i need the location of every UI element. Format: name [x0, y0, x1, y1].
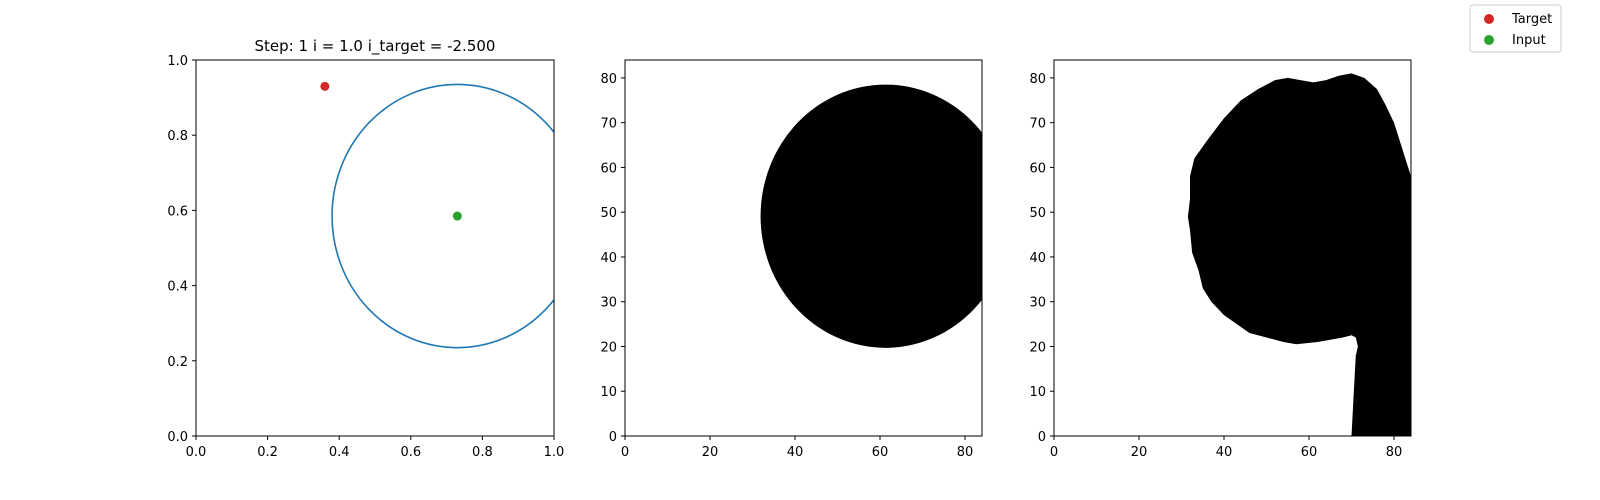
predicted-blob: [1187, 73, 1411, 436]
x-tick-label: 60: [872, 445, 889, 460]
y-tick-label: 30: [1029, 296, 1046, 311]
legend-marker-input: [1484, 35, 1494, 45]
x-tick-label: 60: [1301, 445, 1318, 460]
x-tick-label: 0.8: [472, 445, 493, 460]
panel-image-predicted: 0 20 40 60 80 0 10 20 30 40 50 60 70 80: [1029, 59, 1412, 460]
x-tick-label: 0: [1050, 445, 1058, 460]
x-tick-label: 0.2: [257, 445, 278, 460]
legend-label-input: Input: [1512, 33, 1546, 48]
y-tick-label: 30: [600, 296, 617, 311]
y-tick-label: 0.6: [167, 204, 188, 219]
y-tick-label: 0: [609, 430, 617, 445]
panel-scatter: Step: 1 i = 1.0 i_target = -2.500 0.0 0.2…: [167, 37, 564, 460]
legend-marker-target: [1484, 14, 1494, 24]
y-tick-label: 80: [600, 72, 617, 87]
panel-1-title: Step: 1 i = 1.0 i_target = -2.500: [255, 37, 496, 56]
y-tick-label: 70: [600, 117, 617, 132]
y-tick-label: 60: [600, 161, 617, 176]
y-tick-label: 20: [600, 340, 617, 355]
x-tick-label: 40: [787, 445, 804, 460]
panel-3-plot-area: [1187, 73, 1411, 436]
y-tick-label: 0: [1038, 430, 1046, 445]
x-tick-label: 0.6: [400, 445, 421, 460]
input-point: [452, 211, 462, 221]
panel-3-content: [1187, 73, 1411, 436]
panel-image-target: 0 20 40 60 80 0 10 20 30 40 50 60 70 80: [600, 59, 983, 460]
legend-label-target: Target: [1511, 12, 1552, 27]
y-tick-label: 0.8: [167, 129, 188, 144]
panel-2-frame: [624, 59, 983, 437]
y-tick-label: 40: [1029, 251, 1046, 266]
y-tick-label: 1.0: [167, 54, 188, 69]
panel-2-plot-area: [760, 84, 982, 348]
y-tick-label: 50: [1029, 206, 1046, 221]
y-tick-label: 10: [600, 385, 617, 400]
panel-1-frame: [195, 59, 555, 437]
x-tick-label: 20: [702, 445, 719, 460]
y-tick-label: 80: [1029, 72, 1046, 87]
panel-1-content: [320, 81, 554, 349]
panel-3-axes: 0 20 40 60 80 0 10 20 30 40 50 60 70 80: [1029, 72, 1402, 460]
y-tick-label: 70: [1029, 117, 1046, 132]
y-tick-label: 0.2: [167, 355, 188, 370]
y-tick-label: 50: [600, 206, 617, 221]
y-tick-label: 10: [1029, 385, 1046, 400]
y-tick-label: 60: [1029, 161, 1046, 176]
y-tick-label: 0.4: [167, 280, 188, 295]
x-tick-label: 1.0: [544, 445, 565, 460]
panel-3-frame: [1053, 59, 1412, 437]
panel-2-axes: 0 20 40 60 80 0 10 20 30 40 50 60 70 80: [600, 72, 973, 460]
target-disc: [760, 84, 982, 348]
y-tick-label: 20: [1029, 340, 1046, 355]
y-tick-label: 0.0: [167, 430, 188, 445]
x-tick-label: 0.0: [186, 445, 207, 460]
panel-1-plot-area: [320, 81, 554, 349]
x-tick-label: 80: [1386, 445, 1403, 460]
x-tick-label: 20: [1131, 445, 1148, 460]
x-tick-label: 80: [957, 445, 974, 460]
x-tick-label: 0.4: [329, 445, 350, 460]
panel-2-content: [760, 84, 982, 348]
legend: Target Input: [1469, 4, 1562, 53]
target-point: [320, 81, 330, 91]
y-tick-label: 40: [600, 251, 617, 266]
x-tick-label: 0: [621, 445, 629, 460]
panel-1-axes: 0.0 0.2 0.4 0.6 0.8 1.0 0.0 0.2 0.4 0.6 0.8 1.0: [167, 54, 564, 460]
x-tick-label: 40: [1216, 445, 1233, 460]
input-radius-circle: [331, 83, 554, 349]
